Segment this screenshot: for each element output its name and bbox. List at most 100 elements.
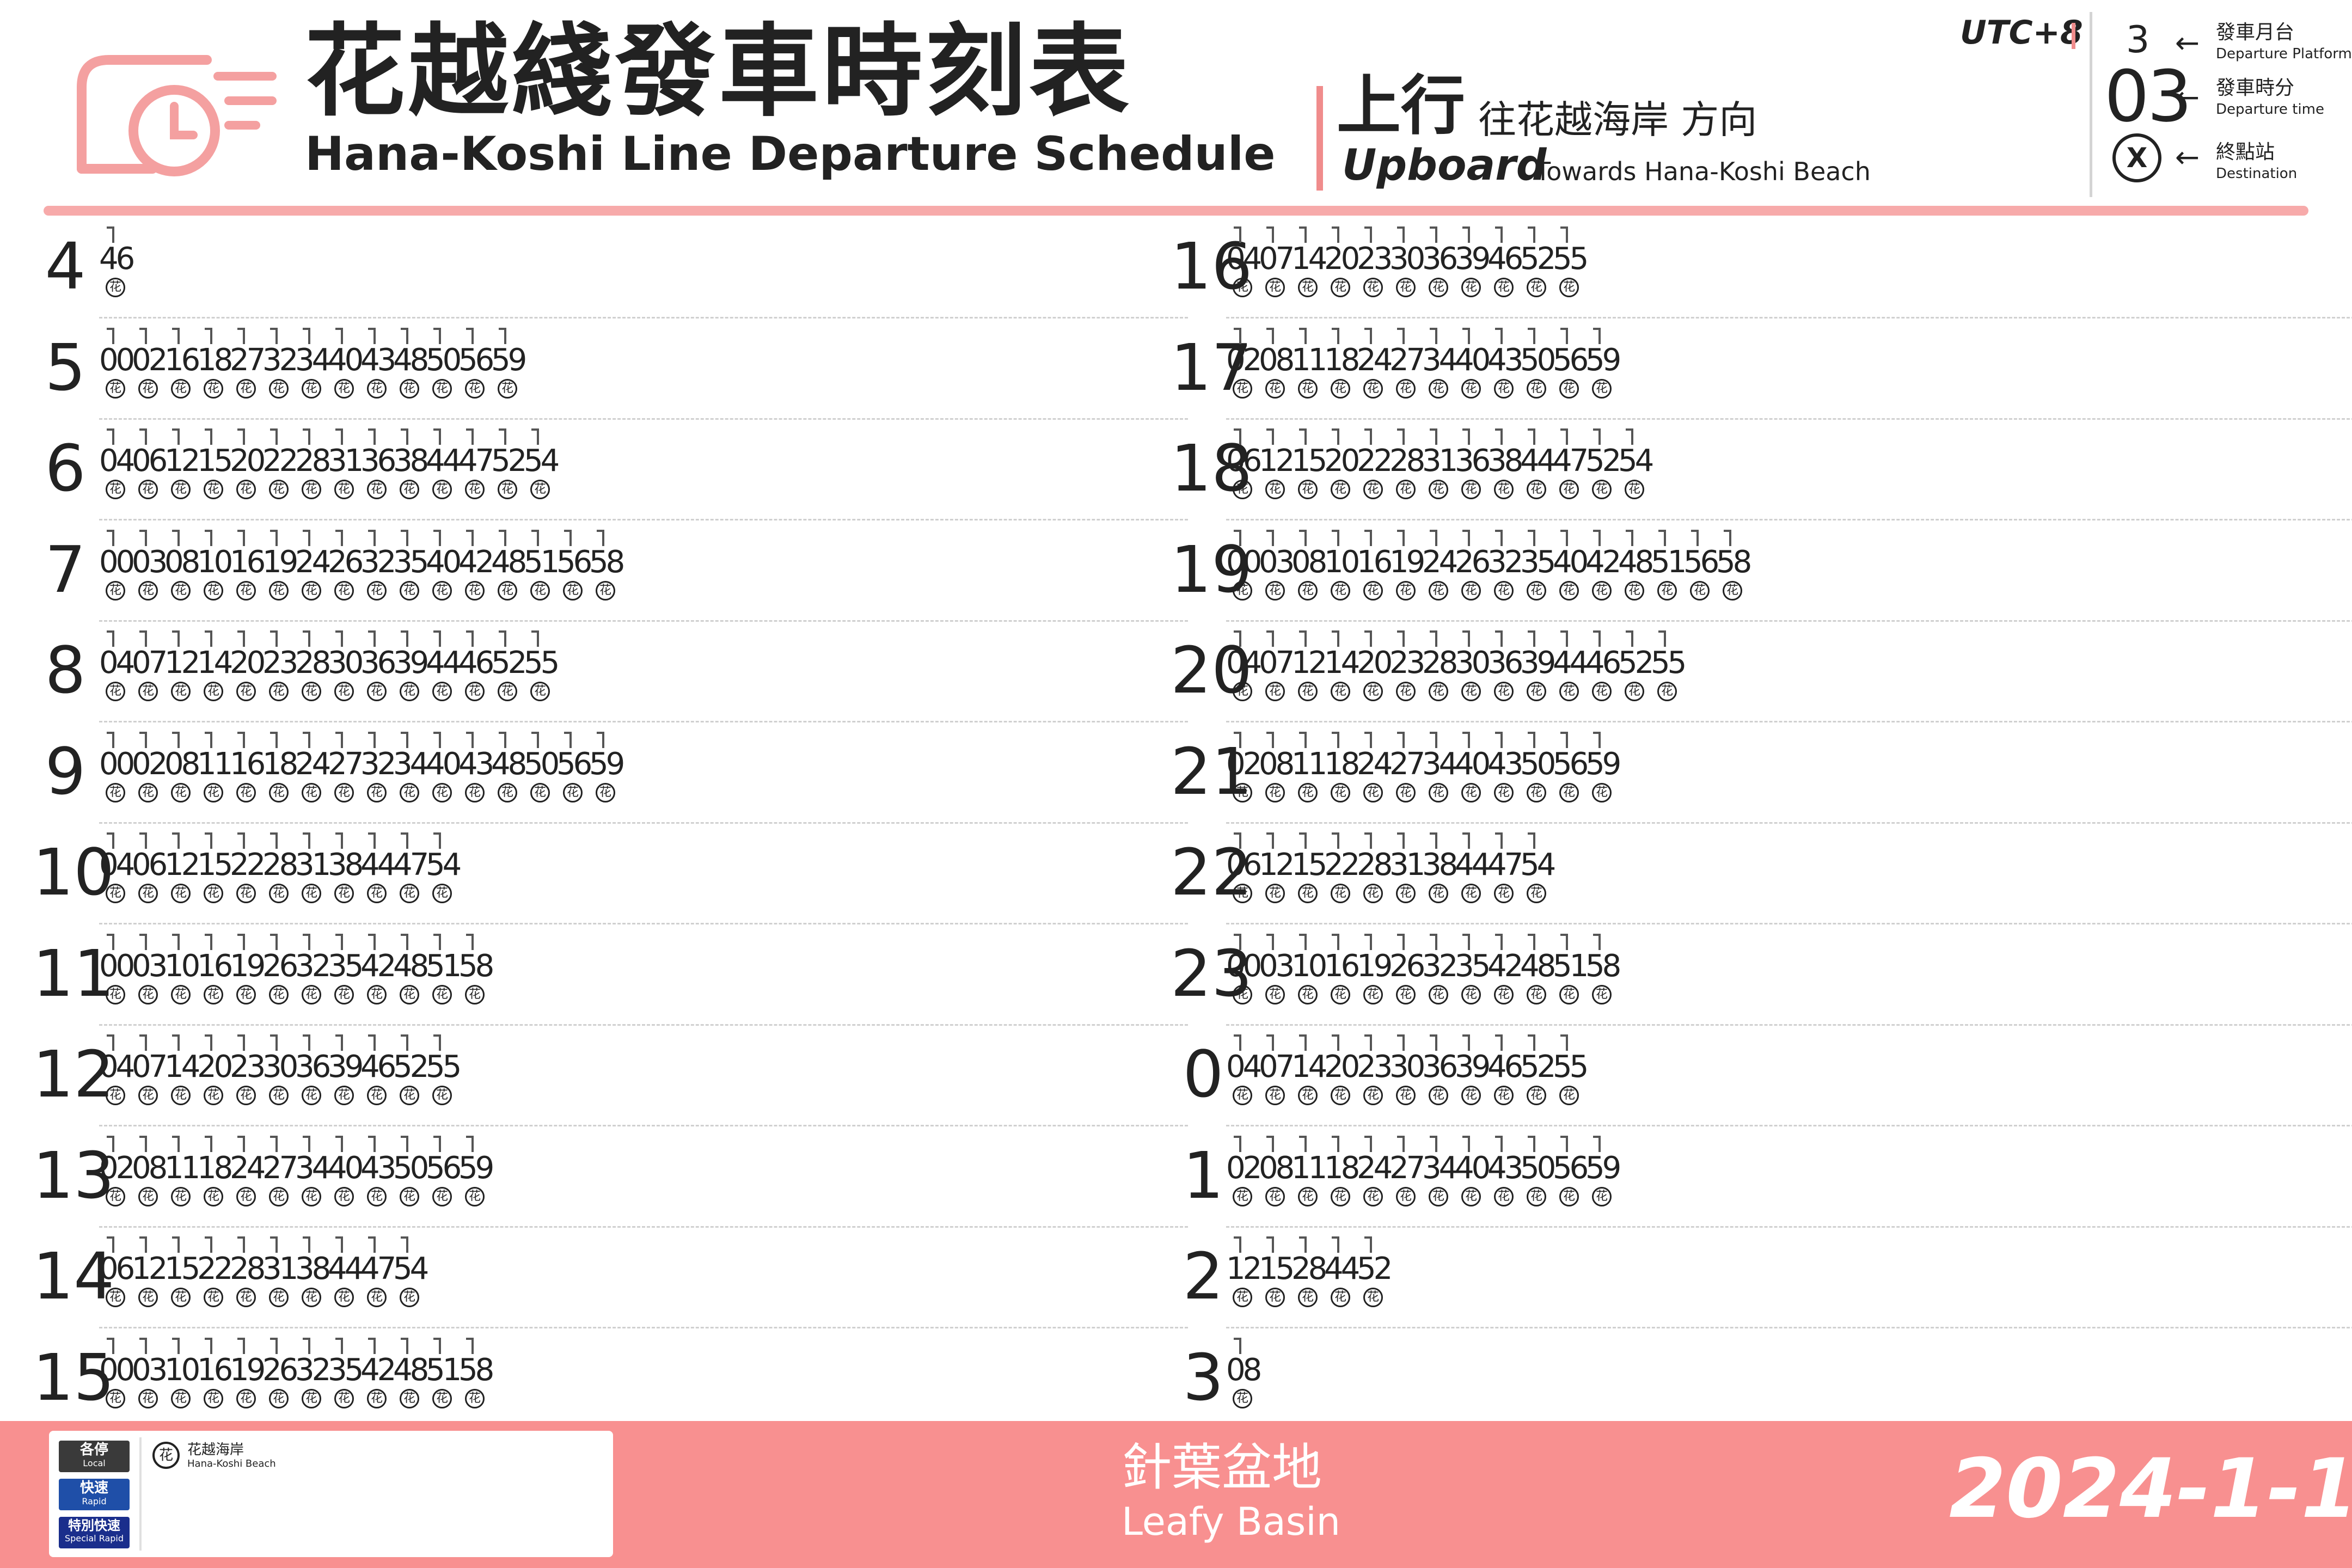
destination-mark: 花 [1494, 1086, 1514, 1105]
row-divider [99, 1327, 1188, 1328]
departure: 11 花 [1291, 324, 1327, 406]
departure-minute: 28 [1357, 847, 1393, 883]
platform-mark [107, 1236, 114, 1253]
departure: 19 花 [262, 526, 298, 608]
destination-mark: 花 [563, 581, 583, 601]
platform-mark [1364, 328, 1372, 344]
departure-minute: 40 [1455, 1150, 1491, 1186]
departure: 34 花 [295, 1132, 331, 1214]
destination-mark: 花 [400, 1187, 419, 1206]
destination-mark: 花 [171, 1389, 191, 1408]
destination-mark: 花 [334, 379, 354, 399]
departure: 27 花 [1389, 324, 1425, 406]
departure-minute: 19 [230, 948, 266, 984]
departure: 42 花 [360, 1334, 396, 1416]
destination-mark: 花 [1265, 1187, 1285, 1206]
departure: 10 花 [1291, 930, 1327, 1012]
platform-mark [1332, 630, 1339, 647]
departure-minute: 50 [1520, 342, 1556, 378]
departure-minute: 43 [1487, 342, 1523, 378]
destination-mark: 花 [106, 1086, 125, 1105]
platform-mark [237, 832, 245, 849]
departure-minute: 08 [132, 1150, 168, 1186]
destination-mark: 花 [1559, 1187, 1579, 1206]
platform-mark [139, 1338, 147, 1354]
destination-mark: 花 [1429, 783, 1448, 803]
destination-mark: 花 [171, 1288, 191, 1307]
departure-list: 04 花 07 花 14 花 20 花 23 花 30 花 36 花 39 花 46 花 52 花 55 花 [99, 1031, 462, 1113]
destination-mark: 花 [1559, 480, 1579, 499]
platform-mark [205, 1136, 212, 1152]
platform-mark [466, 934, 474, 950]
departure-minute: 52 [1520, 241, 1556, 277]
departure-minute: 02 [1226, 1150, 1262, 1186]
destination-mark: 花 [432, 682, 452, 701]
destination-mark: 花 [367, 985, 387, 1004]
departure-minute: 24 [1357, 1150, 1393, 1186]
departure: 31 花 [1422, 425, 1458, 507]
departure-minute: 10 [197, 544, 233, 580]
departure: 00 花 [99, 1334, 135, 1416]
platform-mark [1234, 1338, 1241, 1354]
departure: 44 花 [1520, 425, 1556, 507]
destination-mark: 花 [1429, 1187, 1448, 1206]
departure: 02 花 [1226, 1132, 1262, 1214]
direction-marker [1316, 86, 1323, 191]
departure: 54 花 [426, 829, 462, 911]
destination-mark: 花 [1363, 278, 1383, 297]
platform-mark [368, 1236, 376, 1253]
destination-mark: 花 [1265, 480, 1285, 499]
destination-mark: 花 [1527, 480, 1546, 499]
destination-mark: 花 [236, 1187, 256, 1206]
departure: 44 花 [426, 425, 462, 507]
platform-mark [1495, 630, 1503, 647]
departure: 08 花 [1259, 1132, 1295, 1214]
departure-minute: 40 [426, 746, 462, 782]
departure-minute: 59 [1585, 342, 1621, 378]
platform-mark [531, 530, 539, 546]
departure: 28 花 [1357, 829, 1393, 911]
departure-minute: 34 [295, 1150, 331, 1186]
platform-mark [1462, 1034, 1470, 1051]
platform-mark [433, 328, 441, 344]
departure-minute: 08 [1259, 1150, 1295, 1186]
departure: 40 花 [426, 728, 462, 810]
departure-minute: 43 [1487, 1150, 1523, 1186]
departure: 11 花 [164, 1132, 200, 1214]
departure: 35 花 [393, 526, 429, 608]
hour-label: 6 [45, 431, 86, 506]
departure-minute: 04 [1226, 1049, 1262, 1085]
departure-minute: 30 [262, 1049, 298, 1085]
departure: 46 花 [360, 1031, 396, 1113]
departure-minute: 24 [230, 1150, 266, 1186]
departure: 34 花 [1422, 1132, 1458, 1214]
destination-mark: 花 [1527, 985, 1546, 1004]
platform-mark [139, 328, 147, 344]
departure: 19 花 [230, 930, 266, 1012]
destination-mark: 花 [334, 1187, 354, 1206]
destination-mark: 花 [1559, 783, 1579, 803]
departure-list: 06 花 12 花 15 花 22 花 28 花 31 花 38 花 44 花 47 花 54 花 [99, 1233, 429, 1315]
departure-minute: 02 [1226, 342, 1262, 378]
platform-mark [466, 428, 474, 445]
destination-mark: 花 [498, 379, 517, 399]
departure: 54 花 [393, 1233, 429, 1315]
platform-mark [1560, 328, 1568, 344]
departure-minute: 34 [1422, 746, 1458, 782]
row-divider [99, 519, 1188, 520]
station-name: 針葉盆地 [1122, 1438, 1322, 1497]
platform-mark [466, 530, 474, 546]
destination-mark: 花 [1233, 379, 1252, 399]
platform-mark [1332, 530, 1339, 546]
departure: 27 花 [1389, 728, 1425, 810]
departure: 48 花 [1618, 526, 1654, 608]
departure-minute: 35 [1520, 544, 1556, 580]
departure: 42 花 [1487, 930, 1523, 1012]
departure: 44 花 [1455, 829, 1491, 911]
destination-mark: 花 [1396, 783, 1416, 803]
departure-minute: 40 [328, 1150, 364, 1186]
departure-minute: 35 [393, 544, 429, 580]
departure: 32 花 [1422, 930, 1458, 1012]
departure-minute: 20 [230, 443, 266, 479]
destination-mark: 花 [432, 884, 452, 903]
